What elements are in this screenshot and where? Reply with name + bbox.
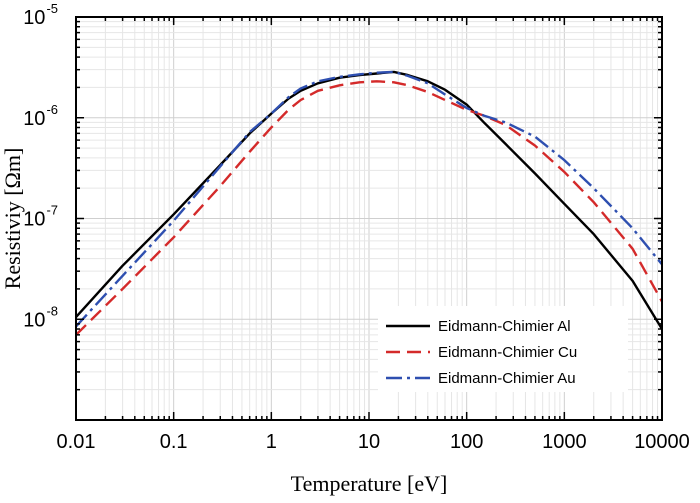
y-tick-label: 10-7: [23, 203, 58, 231]
y-tick-label: 10-8: [23, 303, 58, 331]
x-tick-label: 10000: [634, 431, 690, 453]
y-tick-exponent: -8: [46, 303, 58, 318]
y-tick-exponent: -6: [46, 102, 58, 117]
legend-label: Eidmann-Chimier Cu: [438, 344, 577, 361]
legend-label: Eidmann-Chimier Al: [438, 318, 571, 335]
x-tick-label: 1000: [542, 431, 587, 453]
y-tick-label: 10-5: [23, 1, 58, 29]
y-axis-title: Resistiviy [Ωm]: [0, 148, 25, 290]
legend: Eidmann-Chimier Al Eidmann-Chimier Cu Eidm…: [378, 306, 628, 392]
x-tick-label: 10: [358, 431, 380, 453]
x-tick-label: 0.01: [57, 431, 96, 453]
y-tick-exponent: -7: [46, 203, 58, 218]
x-tick-label: 0.1: [160, 431, 188, 453]
series-line: [75, 70, 663, 328]
legend-label: Eidmann-Chimier Au: [438, 370, 576, 387]
x-tick-label: 100: [450, 431, 483, 453]
series-lines: [75, 70, 664, 336]
y-tick-label: 10-6: [23, 102, 58, 130]
x-tick-label: 1: [266, 431, 277, 453]
ticks: [75, 16, 663, 421]
x-axis-title: Temperature [eV]: [291, 471, 448, 496]
y-tick-exponent: -5: [46, 1, 58, 16]
